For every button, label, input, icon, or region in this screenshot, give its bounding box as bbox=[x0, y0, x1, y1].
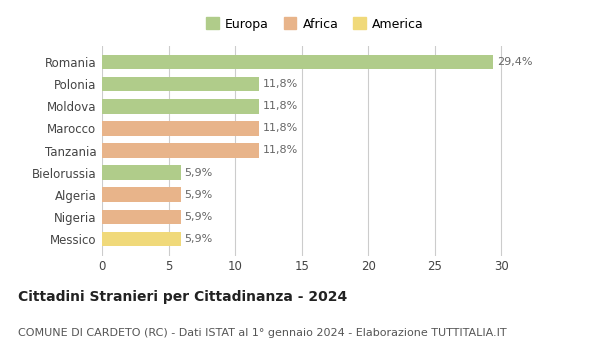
Text: COMUNE DI CARDETO (RC) - Dati ISTAT al 1° gennaio 2024 - Elaborazione TUTTITALIA: COMUNE DI CARDETO (RC) - Dati ISTAT al 1… bbox=[18, 328, 506, 338]
Text: 5,9%: 5,9% bbox=[185, 168, 213, 177]
Legend: Europa, Africa, America: Europa, Africa, America bbox=[202, 14, 428, 34]
Text: 5,9%: 5,9% bbox=[185, 212, 213, 222]
Text: 5,9%: 5,9% bbox=[185, 234, 213, 244]
Bar bbox=[102, 188, 181, 202]
Bar bbox=[102, 121, 259, 135]
Text: Cittadini Stranieri per Cittadinanza - 2024: Cittadini Stranieri per Cittadinanza - 2… bbox=[18, 290, 347, 304]
Text: 11,8%: 11,8% bbox=[263, 146, 298, 155]
Text: 11,8%: 11,8% bbox=[263, 79, 298, 89]
Text: 11,8%: 11,8% bbox=[263, 124, 298, 133]
Text: 11,8%: 11,8% bbox=[263, 102, 298, 111]
Text: 5,9%: 5,9% bbox=[185, 190, 213, 200]
Text: 29,4%: 29,4% bbox=[497, 57, 533, 67]
Bar bbox=[102, 55, 493, 69]
Bar bbox=[102, 210, 181, 224]
Bar bbox=[102, 166, 181, 180]
Bar bbox=[102, 144, 259, 158]
Bar bbox=[102, 77, 259, 91]
Bar bbox=[102, 99, 259, 113]
Bar bbox=[102, 232, 181, 246]
